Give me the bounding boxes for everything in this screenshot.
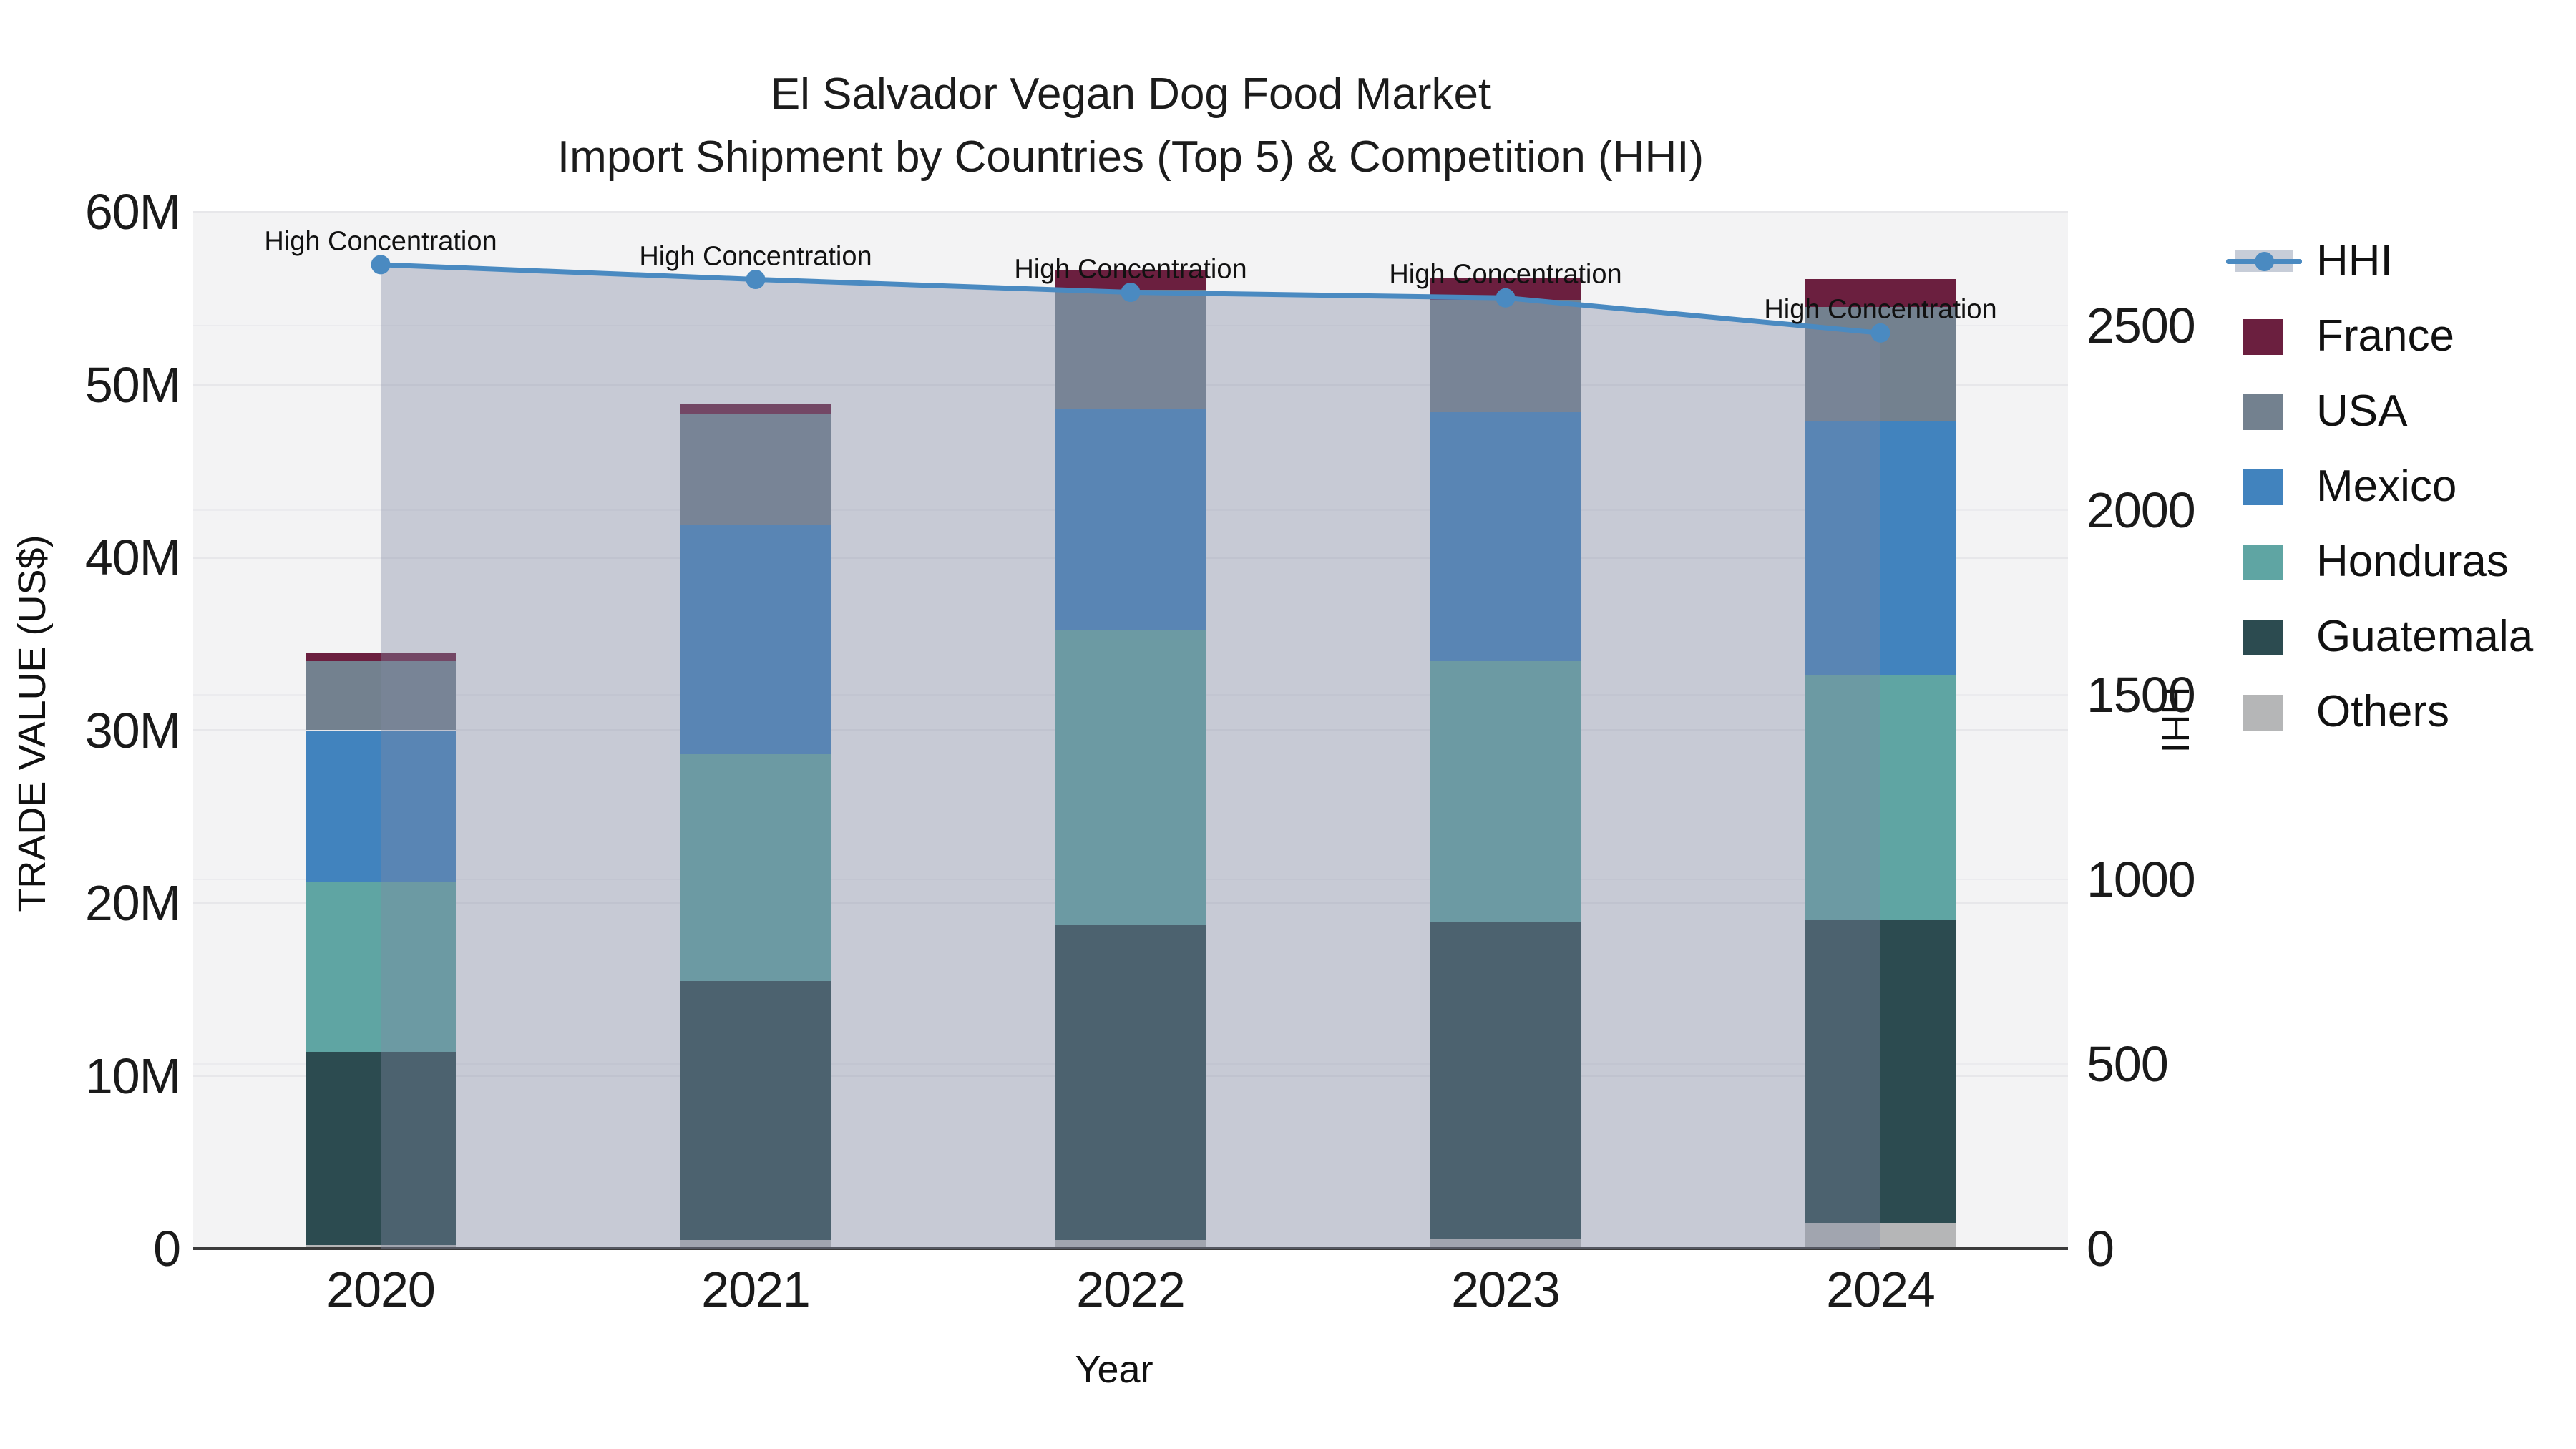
hhi-area-fill [381, 264, 1880, 1249]
legend-label-guatemala: Guatemala [2316, 612, 2534, 661]
legend-item-france[interactable]: France [2222, 298, 2572, 374]
legend-item-guatemala[interactable]: Guatemala [2222, 599, 2572, 674]
hhi-marker-2023 [1496, 288, 1516, 308]
legend-color-swatch [2243, 619, 2283, 655]
legend-label-mexico: Mexico [2316, 462, 2457, 511]
y2-tick-label-500: 500 [2087, 1036, 2169, 1092]
legend-label-others: Others [2316, 687, 2450, 736]
france-swatch-icon [2222, 315, 2306, 358]
annotation-high-concentration-2022: High Concentration [1014, 254, 1247, 285]
bar-segment-others-2021 [680, 1239, 831, 1249]
bar-segment-usa-2020 [306, 660, 456, 731]
bar-segment-honduras-2023 [1430, 660, 1581, 922]
annotation-high-concentration-2024: High Concentration [1764, 294, 1997, 325]
legend-item-honduras[interactable]: Honduras [2222, 524, 2572, 599]
hhi-marker-2020 [371, 255, 391, 275]
legend-item-usa[interactable]: USA [2222, 374, 2572, 449]
x-tick-label-2021: 2021 [701, 1262, 811, 1317]
y2-tick-label-2500: 2500 [2087, 298, 2196, 353]
bar-segment-guatemala-2021 [680, 980, 831, 1240]
honduras-swatch-icon [2222, 540, 2306, 583]
bar-segment-usa-2023 [1430, 300, 1581, 413]
bar-segment-honduras-2024 [1805, 675, 1956, 921]
bar-segment-guatemala-2023 [1430, 922, 1581, 1239]
bar-segment-mexico-2024 [1805, 421, 1956, 675]
bar-segment-mexico-2023 [1430, 412, 1581, 661]
hhi-marker-2024 [1870, 323, 1890, 343]
legend-item-hhi[interactable]: HHI [2222, 223, 2572, 298]
legend-color-swatch [2243, 469, 2283, 505]
y-tick-label-30M: 30M [84, 702, 181, 758]
annotation-high-concentration-2023: High Concentration [1389, 259, 1622, 290]
legend-label-usa: USA [2316, 386, 2408, 436]
bar-segment-usa-2021 [680, 414, 831, 525]
bar-segment-mexico-2020 [306, 730, 456, 883]
plot-area: High Concentration High Concentration High… [193, 210, 2068, 1249]
guatemala-swatch-icon [2222, 615, 2306, 658]
y-tick-label-60M: 60M [84, 184, 181, 240]
legend-label-honduras: Honduras [2316, 537, 2509, 586]
bar-segment-honduras-2020 [306, 882, 456, 1052]
bar-segment-others-2024 [1805, 1222, 1956, 1249]
bar-segment-guatemala-2022 [1055, 925, 1206, 1240]
hhi-marker-2022 [1121, 283, 1141, 303]
x-tick-label-2022: 2022 [1076, 1262, 1186, 1317]
legend: HHI France USA Mexico Honduras Guatemala Other… [2222, 223, 2572, 749]
bar-segment-france-2024 [1805, 279, 1956, 307]
bar-segment-guatemala-2024 [1805, 920, 1956, 1223]
x-tick-label-2023: 2023 [1451, 1262, 1561, 1317]
bar-segment-honduras-2022 [1055, 630, 1206, 926]
y-tick-label-10M: 10M [84, 1048, 181, 1104]
usa-swatch-icon [2222, 390, 2306, 433]
bar-segment-mexico-2021 [680, 525, 831, 755]
y2-tick-label-2000: 2000 [2087, 482, 2196, 538]
x-tick-label-2024: 2024 [1826, 1262, 1936, 1317]
hhi-marker-sample [2255, 251, 2274, 271]
bar-segment-others-2023 [1430, 1238, 1581, 1249]
x-tick-label-2020: 2020 [326, 1262, 436, 1317]
x-axis-line [193, 1247, 2068, 1250]
chart-title: El Salvador Vegan Dog Food Market [770, 69, 1491, 119]
mexico-swatch-icon [2222, 465, 2306, 508]
legend-color-swatch [2243, 318, 2283, 355]
legend-color-swatch [2243, 394, 2283, 430]
bar-segment-usa-2022 [1055, 289, 1206, 409]
annotation-high-concentration-2020: High Concentration [264, 226, 497, 257]
y2-tick-label-1000: 1000 [2087, 852, 2196, 907]
others-swatch-icon [2222, 691, 2306, 733]
hhi-line-layer [371, 255, 1890, 1249]
x-axis-title: Year [1075, 1348, 1153, 1391]
y-tick-label-50M: 50M [84, 356, 181, 413]
bar-segment-france-2020 [306, 652, 456, 661]
legend-item-others[interactable]: Others [2222, 674, 2572, 749]
y-tick-label-20M: 20M [84, 875, 181, 931]
legend-label-france: France [2316, 311, 2454, 361]
hhi-marker-2021 [746, 270, 766, 289]
y-tick-label-40M: 40M [84, 530, 181, 585]
bar-segment-guatemala-2020 [306, 1051, 456, 1246]
y-tick-label-0: 0 [153, 1221, 181, 1277]
y-gridline [193, 210, 2068, 213]
annotation-high-concentration-2021: High Concentration [639, 241, 872, 271]
bar-segment-mexico-2022 [1055, 409, 1206, 630]
hhi-line-icon [2222, 240, 2306, 283]
legend-item-mexico[interactable]: Mexico [2222, 449, 2572, 524]
bar-segment-honduras-2021 [680, 754, 831, 981]
y2-tick-label-1500: 1500 [2087, 667, 2196, 723]
chart-subtitle: Import Shipment by Countries (Top 5) & C… [557, 132, 1704, 182]
bar-segment-others-2020 [306, 1245, 456, 1249]
bar-segment-france-2021 [680, 404, 831, 414]
y2-tick-label-0: 0 [2087, 1221, 2114, 1277]
legend-color-swatch [2243, 694, 2283, 731]
bar-segment-others-2022 [1055, 1239, 1206, 1249]
legend-color-swatch [2243, 544, 2283, 580]
legend-label-hhi: HHI [2316, 236, 2393, 286]
